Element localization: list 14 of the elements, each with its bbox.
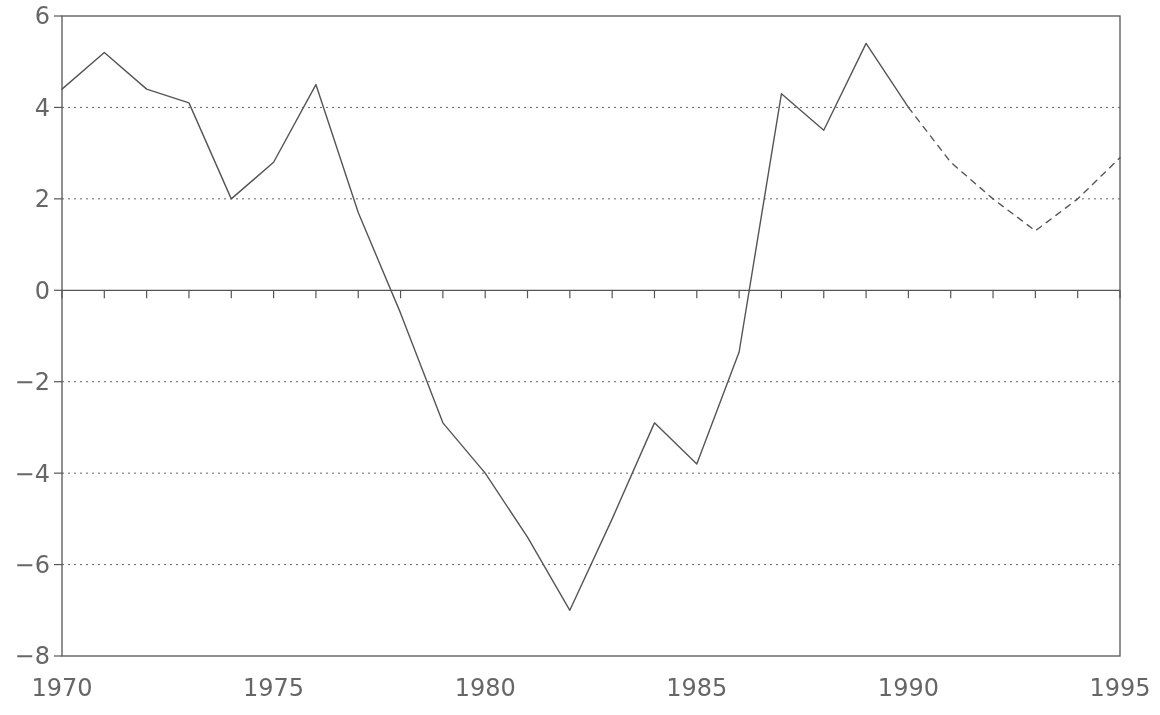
y-tick-label: 0	[34, 276, 50, 305]
x-tick-label: 1985	[666, 674, 728, 702]
y-tick-label: −8	[14, 642, 50, 671]
y-tick-label: −2	[14, 368, 50, 397]
y-tick-label: −6	[14, 550, 50, 579]
y-tick-label: −4	[14, 459, 50, 488]
y-tick-label: 6	[34, 2, 50, 31]
y-tick-label: 4	[34, 93, 50, 122]
x-tick-label: 1975	[243, 674, 305, 702]
y-tick-label: 2	[34, 185, 50, 214]
x-tick-label: 1990	[877, 674, 939, 702]
x-tick-label: 1970	[31, 674, 93, 702]
x-tick-label: 1980	[454, 674, 516, 702]
x-tick-label: 1995	[1089, 674, 1151, 702]
